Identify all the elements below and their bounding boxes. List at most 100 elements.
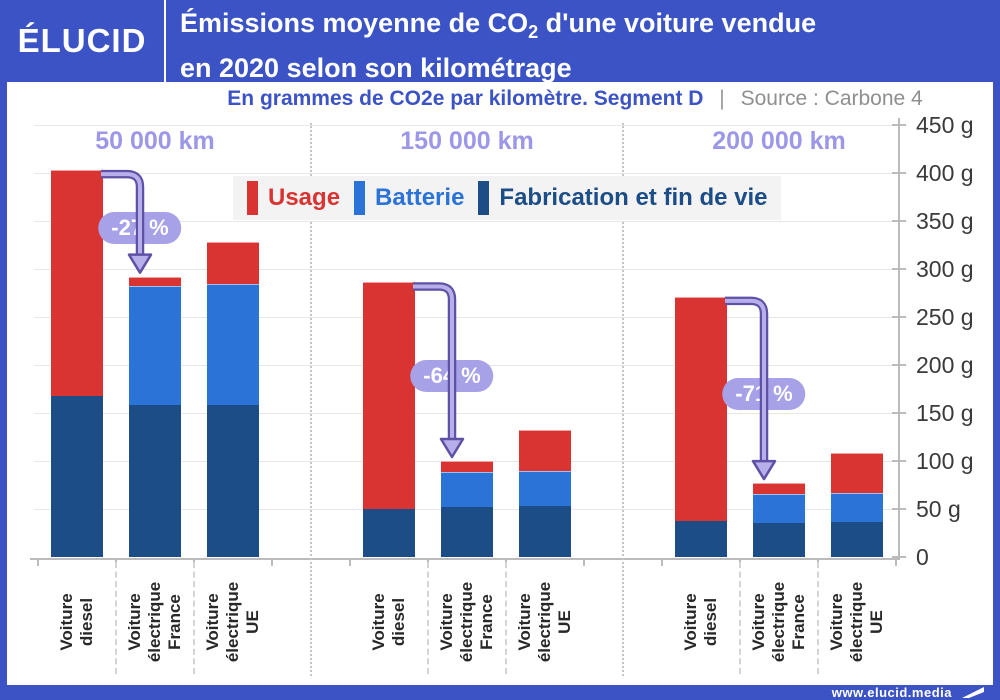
bar-segment-batterie (831, 492, 883, 523)
group-label: 50 000 km (95, 127, 215, 155)
gridline (34, 413, 899, 414)
category-label: Voiture électrique UE (515, 581, 574, 663)
y-axis-label: 0 (916, 544, 929, 570)
bar-segment-usage (675, 296, 727, 522)
bar-segment-fabrication (129, 405, 181, 557)
category-label: Voiture électrique France (125, 581, 184, 663)
category-label: Voiture électrique UE (827, 581, 886, 663)
legend-label-fabrication: Fabrication et fin de vie (499, 184, 768, 211)
y-axis-label: 250 g (916, 304, 974, 330)
bar-segment-usage (519, 430, 571, 471)
category-label: Voiture électrique France (437, 581, 496, 663)
frame-left-border (0, 82, 7, 700)
title-line-1: Émissions moyenne de CO2 d'une voiture v… (180, 8, 817, 42)
category-label: Voiture diesel (369, 593, 408, 651)
footer-url: www.elucid.media (831, 685, 952, 700)
y-axis-tick (892, 220, 906, 222)
legend-item-usage: Usage (247, 181, 340, 215)
gridline (34, 269, 899, 270)
page-title: Émissions moyenne de CO2 d'une voiture v… (180, 5, 816, 86)
y-axis-tick (892, 412, 906, 414)
x-axis-tick (271, 559, 273, 566)
legend-label-usage: Usage (268, 184, 341, 211)
y-axis-label: 300 g (916, 256, 974, 282)
subtitle-separator: | (719, 87, 725, 110)
x-axis-line (30, 558, 900, 560)
reduction-badge: -27 % (98, 211, 182, 244)
group-separator (310, 123, 312, 676)
x-axis-tick (37, 559, 39, 566)
bar-segment-fabrication (519, 506, 571, 557)
bar-segment-fabrication (207, 405, 259, 557)
bar-segment-batterie (441, 471, 493, 508)
chart-legend: Usage Batterie Fabrication et fin de vie (233, 176, 782, 220)
bar-segment-usage (441, 461, 493, 472)
bar-segment-fabrication (753, 523, 805, 557)
fabrication-swatch-icon (478, 181, 490, 215)
y-axis-tick (892, 460, 906, 462)
y-axis-tick (892, 172, 906, 174)
category-separator (817, 562, 819, 674)
bar-segment-usage (51, 170, 103, 396)
group-separator (622, 123, 624, 676)
subtitle-unit: En grammes de CO2e par kilomètre. Segmen… (227, 87, 704, 110)
legend-item-batterie: Batterie (354, 181, 464, 215)
y-axis-label: 200 g (916, 352, 974, 378)
y-axis-tick (892, 508, 906, 510)
y-axis-line (898, 118, 900, 560)
group-label: 200 000 km (712, 127, 846, 155)
bar-segment-usage (129, 276, 181, 287)
bar-segment-usage (363, 282, 415, 509)
gridline (34, 317, 899, 318)
legend-label-batterie: Batterie (375, 184, 465, 211)
bar-segment-fabrication (441, 507, 493, 557)
category-label: Voiture diesel (681, 593, 720, 651)
title-line-2: en 2020 selon son kilométrage (180, 53, 572, 83)
usage-swatch-icon (247, 181, 258, 215)
footer-bar: www.elucid.media (0, 685, 1000, 700)
bar-segment-fabrication (675, 521, 727, 557)
y-axis-label: 400 g (916, 160, 974, 186)
y-axis-label: 350 g (916, 208, 974, 234)
bar-segment-fabrication (363, 509, 415, 557)
bar-segment-batterie (519, 470, 571, 507)
bar-segment-usage (207, 242, 259, 285)
co2-subscript: 2 (528, 22, 539, 42)
frame-right-border (993, 82, 1000, 700)
batterie-swatch-icon (354, 181, 366, 215)
elucid-flag-icon (962, 687, 984, 698)
gridline (34, 173, 899, 174)
y-axis-tick (892, 124, 906, 126)
category-label: Voiture diesel (57, 593, 96, 651)
bar-segment-fabrication (831, 522, 883, 557)
gridline (34, 125, 899, 126)
arrow-head-icon (439, 437, 465, 459)
y-axis-tick (892, 316, 906, 318)
bar-segment-batterie (207, 284, 259, 406)
header-bar: ÉLUCID Émissions moyenne de CO2 d'une vo… (0, 0, 1000, 83)
category-separator (115, 562, 117, 674)
category-separator (193, 562, 195, 674)
reduction-badge: -64 % (410, 360, 494, 393)
x-axis-tick (349, 559, 351, 566)
reduction-badge: -71 % (722, 378, 806, 411)
subtitle: En grammes de CO2e par kilomètre. Segmen… (7, 82, 993, 118)
elucid-logo: ÉLUCID (17, 22, 147, 59)
y-axis-tick (892, 556, 906, 558)
group-label: 150 000 km (400, 127, 534, 155)
x-axis-tick (583, 559, 585, 566)
category-separator (427, 562, 429, 674)
y-axis-label: 150 g (916, 400, 974, 426)
x-axis-tick (661, 559, 663, 566)
category-separator (739, 562, 741, 674)
bar-segment-batterie (129, 286, 181, 406)
y-axis-tick (892, 268, 906, 270)
x-axis-tick (895, 559, 897, 566)
y-axis-label: 100 g (916, 448, 974, 474)
category-label: Voiture électrique UE (203, 581, 262, 663)
y-axis-tick (892, 364, 906, 366)
y-axis-label: 450 g (916, 112, 974, 138)
logo-divider (164, 0, 166, 82)
gridline (34, 221, 899, 222)
